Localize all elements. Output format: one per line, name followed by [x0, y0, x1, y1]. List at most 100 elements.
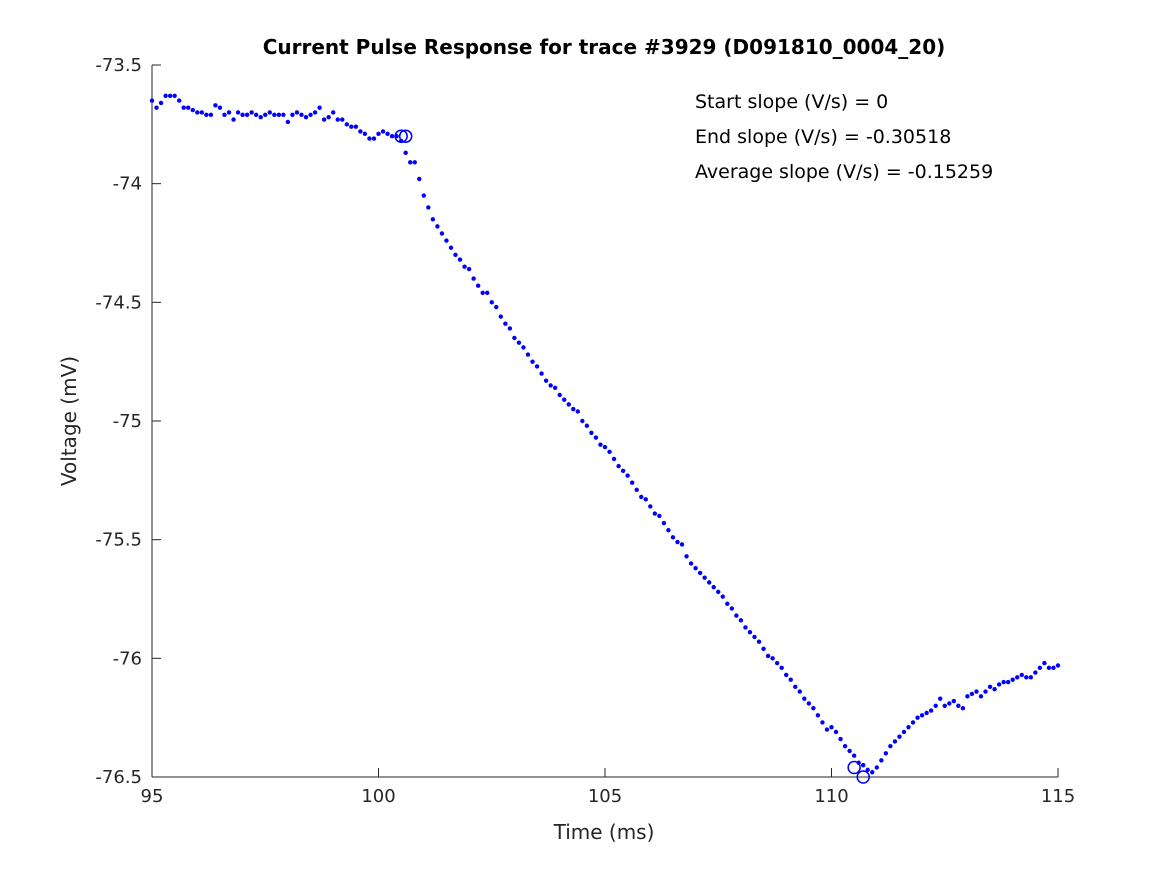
data-point	[503, 321, 508, 326]
y-tick-label: -76.5	[95, 767, 142, 788]
data-point	[349, 124, 354, 129]
data-point	[734, 613, 739, 618]
x-axis-label: Time (ms)	[553, 820, 655, 844]
data-point	[195, 110, 200, 115]
data-point	[448, 245, 454, 250]
data-point	[312, 110, 318, 115]
slope-annotations: Start slope (V/s) = 0 End slope (V/s) = …	[695, 91, 993, 183]
data-point	[421, 193, 426, 198]
data-point	[761, 646, 766, 652]
data-point	[910, 720, 916, 725]
y-axis-label: Voltage (mV)	[57, 356, 81, 486]
data-point	[263, 112, 268, 118]
data-point	[738, 618, 744, 623]
data-point	[892, 739, 898, 744]
data-point	[562, 397, 567, 402]
data-point	[1046, 665, 1052, 671]
data-point	[1055, 663, 1061, 668]
data-point	[861, 762, 866, 768]
data-point	[539, 371, 544, 376]
data-point	[947, 701, 952, 706]
data-point	[331, 110, 336, 115]
annotation-start-slope: Start slope (V/s) = 0	[695, 91, 888, 113]
data-point	[317, 105, 322, 110]
x-tick-label: 100	[361, 786, 395, 807]
data-point	[154, 105, 159, 110]
data-point	[598, 442, 603, 447]
data-point	[308, 112, 313, 118]
data-point	[158, 100, 164, 106]
data-point	[403, 150, 408, 156]
data-point	[335, 117, 340, 122]
data-point	[249, 110, 254, 115]
tick-marks	[151, 64, 1059, 778]
data-point	[466, 266, 472, 272]
data-point	[475, 283, 481, 288]
data-point	[720, 594, 725, 599]
data-point	[181, 105, 186, 110]
data-point	[661, 520, 667, 526]
data-point	[190, 107, 195, 113]
data-point	[489, 300, 494, 305]
data-point	[344, 122, 349, 127]
data-point	[629, 480, 635, 485]
x-tick-label: 115	[1041, 786, 1075, 807]
data-point	[702, 575, 707, 580]
data-point	[380, 129, 386, 134]
data-point	[806, 701, 812, 706]
data-point	[389, 134, 395, 139]
data-point	[498, 314, 504, 319]
data-point	[213, 103, 218, 108]
annotation-average-slope: Average slope (V/s) = -0.15259	[695, 161, 993, 183]
data-point	[385, 131, 390, 137]
y-tick-label: -75.5	[95, 530, 142, 551]
data-point	[552, 385, 558, 390]
highlight-marker	[847, 760, 861, 775]
data-point	[906, 724, 911, 730]
data-point	[833, 729, 839, 735]
data-point	[829, 724, 834, 730]
tick-labels: 95 100 105 110 115 -73.5 -74 -74.5 -75 -75.5 -76 -7…	[95, 55, 1075, 807]
data-point	[367, 136, 372, 141]
y-tick-label: -74	[113, 174, 142, 195]
data-point	[697, 570, 703, 576]
data-point	[611, 456, 617, 462]
data-point	[634, 487, 639, 493]
data-point	[915, 715, 920, 720]
data-point	[412, 160, 417, 165]
data-point	[1015, 675, 1020, 680]
data-point	[285, 119, 291, 125]
data-point	[1033, 670, 1038, 675]
highlight-marker	[394, 129, 408, 143]
data-point	[774, 660, 780, 666]
y-tick-label: -75	[113, 411, 142, 432]
data-point	[426, 205, 431, 210]
x-tick-label: 95	[141, 786, 164, 807]
data-point	[625, 473, 630, 478]
data-point	[417, 176, 422, 182]
data-point	[1042, 660, 1047, 666]
data-point	[725, 601, 730, 606]
data-point	[1028, 675, 1034, 680]
data-point	[765, 653, 771, 659]
data-point	[865, 767, 870, 773]
data-point	[756, 639, 762, 644]
data-point	[557, 392, 562, 398]
data-point	[770, 656, 775, 661]
highlight-marker	[398, 129, 413, 143]
data-point	[752, 634, 757, 640]
data-point	[294, 110, 300, 115]
data-point	[172, 93, 177, 99]
highlight-markers	[394, 129, 870, 784]
data-point	[648, 504, 653, 509]
data-point	[290, 112, 295, 118]
data-point	[811, 705, 816, 711]
data-point	[231, 117, 236, 122]
data-point	[639, 494, 644, 500]
data-point	[199, 110, 205, 115]
data-point	[1024, 675, 1029, 680]
data-point	[824, 727, 830, 732]
data-point	[693, 565, 698, 571]
data-point	[358, 129, 363, 134]
data-point	[208, 112, 214, 118]
